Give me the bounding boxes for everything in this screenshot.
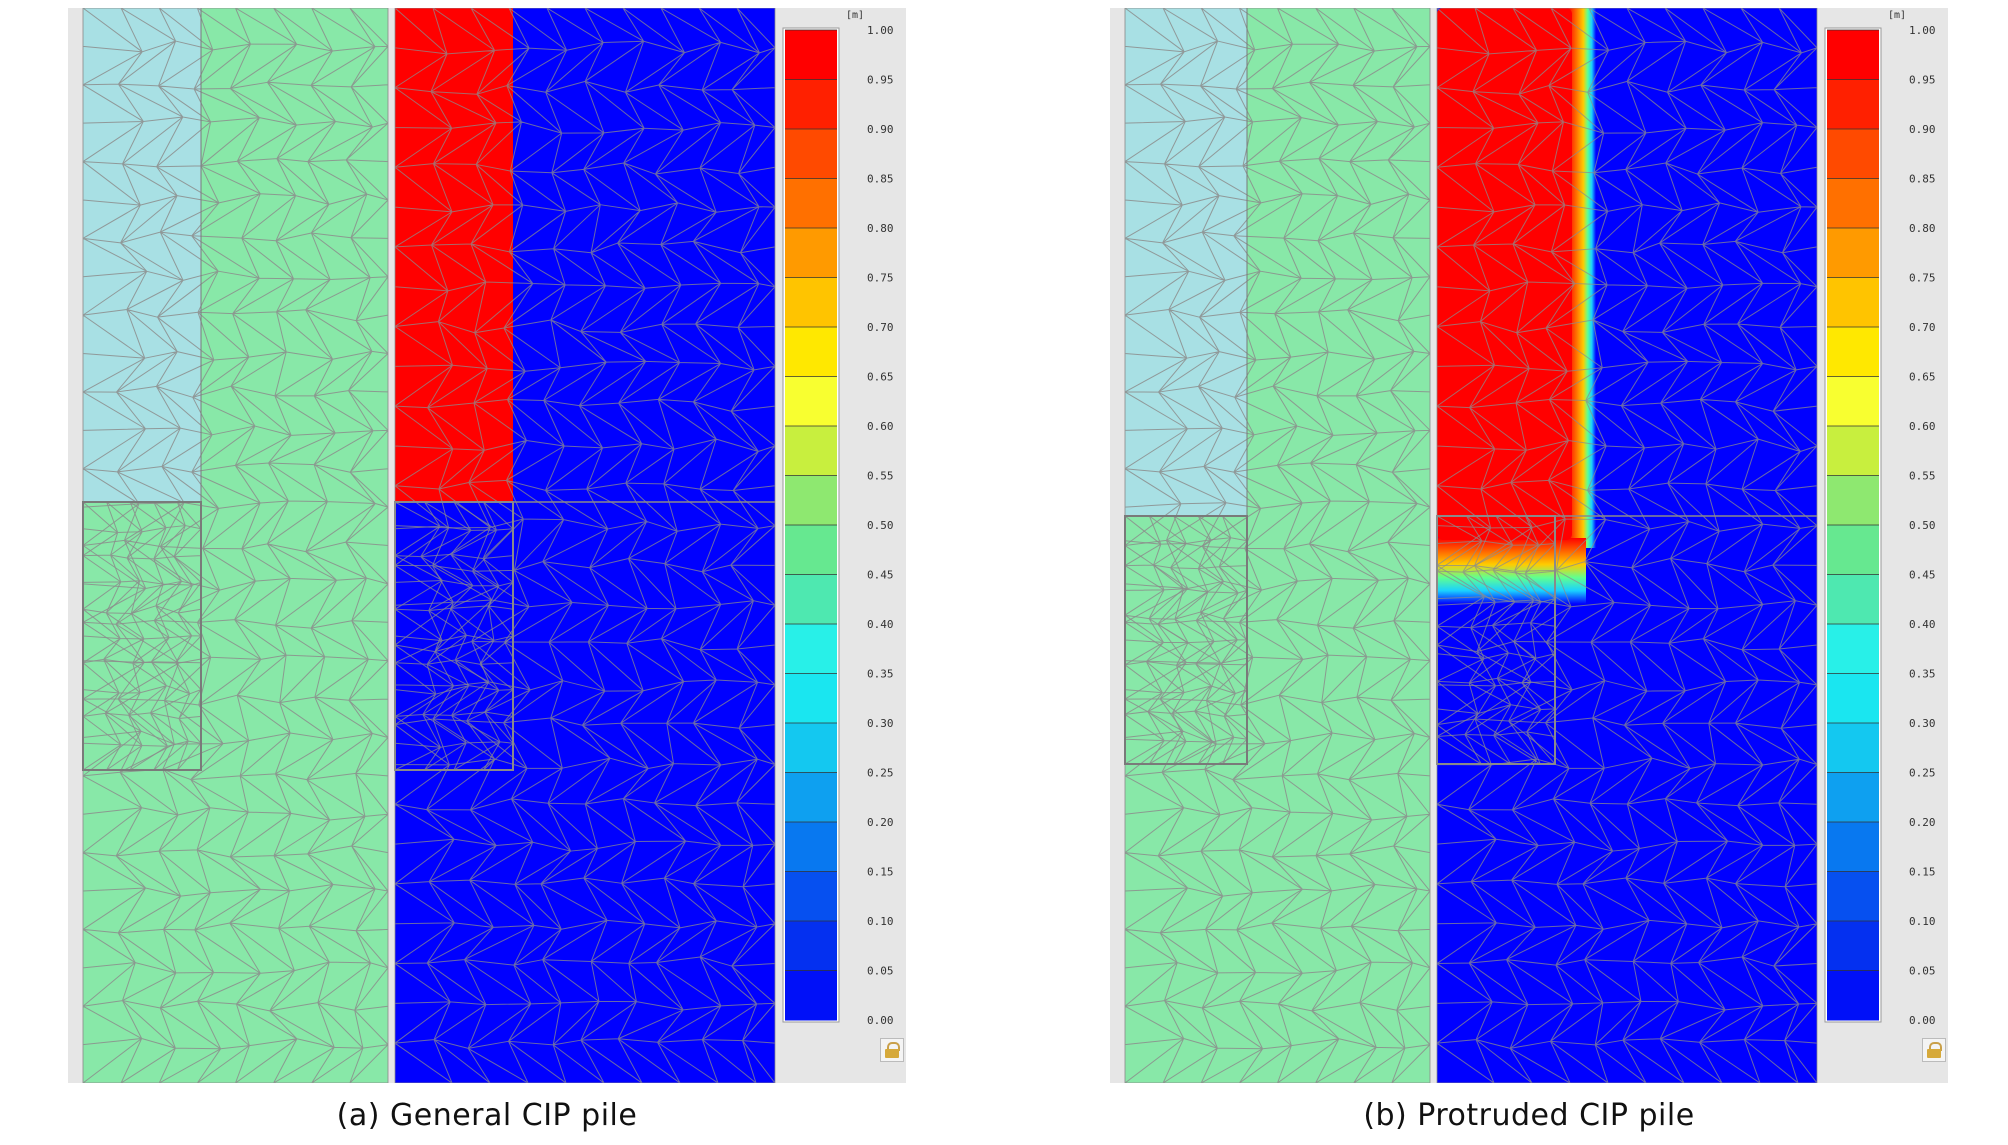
legend-swatch bbox=[785, 673, 837, 724]
legend-swatch bbox=[1827, 376, 1879, 427]
legend-tick-label: 0.25 bbox=[867, 767, 894, 780]
legend-swatch bbox=[1827, 30, 1879, 80]
legend-tick-label: 0.90 bbox=[867, 123, 894, 136]
legend-swatch bbox=[1827, 723, 1879, 773]
legend-swatch bbox=[785, 475, 837, 526]
legend-swatch bbox=[785, 871, 837, 922]
legend-tick-label: 1.00 bbox=[1909, 24, 1936, 37]
legend-tick-label: 0.60 bbox=[867, 420, 894, 433]
legend-tick-label: 0.55 bbox=[1909, 470, 1936, 483]
legend-tick-label: 0.10 bbox=[1909, 915, 1936, 928]
legend-swatch bbox=[785, 624, 837, 674]
legend-tick-label: 0.15 bbox=[867, 866, 894, 879]
legend-swatch bbox=[785, 327, 837, 377]
legend-tick-label: 0.35 bbox=[1909, 668, 1936, 681]
legend-swatch bbox=[785, 376, 837, 427]
legend-tick-label: 0.45 bbox=[1909, 569, 1936, 582]
legend-tick-label: 0.95 bbox=[867, 74, 894, 87]
legend-tick-label: 0.90 bbox=[1909, 123, 1936, 136]
legend-tick-label: 0.05 bbox=[867, 965, 894, 978]
caption-general-cip: (a) General CIP pile bbox=[336, 1098, 638, 1133]
legend-swatch bbox=[1827, 624, 1879, 674]
legend-tick-label: 0.40 bbox=[1909, 618, 1936, 631]
legend-tick-label: 0.65 bbox=[867, 371, 894, 384]
legend-swatch bbox=[785, 228, 837, 278]
lock-icon[interactable] bbox=[880, 1038, 904, 1062]
legend-swatch bbox=[1827, 525, 1879, 575]
legend-swatch bbox=[1827, 970, 1879, 1021]
legend-tick-label: 0.10 bbox=[867, 915, 894, 928]
legend-swatch bbox=[1827, 79, 1879, 130]
legend-tick-label: 0.30 bbox=[1909, 717, 1936, 730]
legend-tick-label: 0.20 bbox=[867, 816, 894, 829]
color-legend: 1.00 0.95 0.90 0.85 0.80 0.75 0.70 0.65 0.60 0.55… bbox=[782, 24, 894, 1027]
legend-swatch bbox=[785, 30, 837, 80]
legend-swatch bbox=[785, 970, 837, 1021]
legend-swatch bbox=[1827, 277, 1879, 328]
legend-tick-label: 0.95 bbox=[1909, 74, 1936, 87]
legend-swatch bbox=[785, 426, 837, 476]
legend-tick-label: 0.65 bbox=[1909, 371, 1936, 384]
legend-swatch bbox=[1827, 871, 1879, 922]
legend-unit: [m] bbox=[1888, 10, 1907, 21]
legend-tick-label: 0.75 bbox=[867, 272, 894, 285]
legend-swatch bbox=[1827, 475, 1879, 526]
legend-tick-label: 0.75 bbox=[1909, 272, 1936, 285]
legend-tick-label: 0.05 bbox=[1909, 965, 1936, 978]
legend-tick-label: 0.70 bbox=[1909, 321, 1936, 334]
legend-tick-label: 0.85 bbox=[1909, 173, 1936, 186]
legend-tick-label: 0.70 bbox=[867, 321, 894, 334]
legend-swatch bbox=[1827, 772, 1879, 823]
legend-swatch bbox=[785, 129, 837, 179]
legend-swatch bbox=[785, 723, 837, 773]
legend-swatch bbox=[1827, 327, 1879, 377]
lock-icon[interactable] bbox=[1922, 1038, 1946, 1062]
legend-tick-label: 0.25 bbox=[1909, 767, 1936, 780]
fem-mesh-view: 1.00 0.95 0.90 0.85 0.80 0.75 0.70 0.65 0.60 0.55… bbox=[1124, 8, 1936, 1083]
legend-swatch bbox=[785, 178, 837, 229]
legend-tick-label: 0.00 bbox=[867, 1014, 894, 1027]
legend-tick-label: 1.00 bbox=[867, 24, 894, 37]
legend-tick-label: 0.35 bbox=[867, 668, 894, 681]
legend-tick-label: 0.80 bbox=[867, 222, 894, 235]
fem-mesh-view: 1.00 0.95 0.90 0.85 0.80 0.75 0.70 0.65 0.60 0.55… bbox=[82, 8, 894, 1083]
saturation-result-view bbox=[1436, 8, 1818, 1083]
material-view bbox=[82, 8, 389, 1083]
material-view bbox=[1124, 8, 1431, 1083]
legend-swatch bbox=[785, 79, 837, 130]
color-legend: 1.00 0.95 0.90 0.85 0.80 0.75 0.70 0.65 0.60 0.55… bbox=[1824, 24, 1936, 1027]
legend-tick-label: 0.50 bbox=[1909, 519, 1936, 532]
legend-swatch bbox=[1827, 228, 1879, 278]
panel-protruded-cip: 1.00 0.95 0.90 0.85 0.80 0.75 0.70 0.65 0.60 0.55… bbox=[1110, 8, 1948, 1083]
legend-tick-label: 0.00 bbox=[1909, 1014, 1936, 1027]
legend-swatch bbox=[785, 574, 837, 625]
saturation-result-view bbox=[394, 8, 776, 1083]
panel-general-cip: 1.00 0.95 0.90 0.85 0.80 0.75 0.70 0.65 0.60 0.55… bbox=[68, 8, 906, 1083]
legend-swatch bbox=[785, 525, 837, 575]
legend-swatch bbox=[1827, 822, 1879, 872]
legend-swatch bbox=[785, 277, 837, 328]
legend-swatch bbox=[1827, 426, 1879, 476]
legend-tick-label: 0.40 bbox=[867, 618, 894, 631]
legend-tick-label: 0.60 bbox=[1909, 420, 1936, 433]
legend-swatch bbox=[785, 822, 837, 872]
caption-protruded-cip: (b) Protruded CIP pile bbox=[1363, 1098, 1695, 1133]
legend-swatch bbox=[785, 772, 837, 823]
legend-swatch bbox=[1827, 574, 1879, 625]
legend-swatch bbox=[785, 921, 837, 971]
legend-tick-label: 0.45 bbox=[867, 569, 894, 582]
legend-tick-label: 0.15 bbox=[1909, 866, 1936, 879]
legend-swatch bbox=[1827, 129, 1879, 179]
legend-swatch bbox=[1827, 178, 1879, 229]
legend-tick-label: 0.30 bbox=[867, 717, 894, 730]
legend-tick-label: 0.80 bbox=[1909, 222, 1936, 235]
legend-unit: [m] bbox=[846, 10, 865, 21]
legend-swatch bbox=[1827, 673, 1879, 724]
legend-tick-label: 0.50 bbox=[867, 519, 894, 532]
legend-swatch bbox=[1827, 921, 1879, 971]
legend-tick-label: 0.55 bbox=[867, 470, 894, 483]
legend-tick-label: 0.85 bbox=[867, 173, 894, 186]
legend-tick-label: 0.20 bbox=[1909, 816, 1936, 829]
